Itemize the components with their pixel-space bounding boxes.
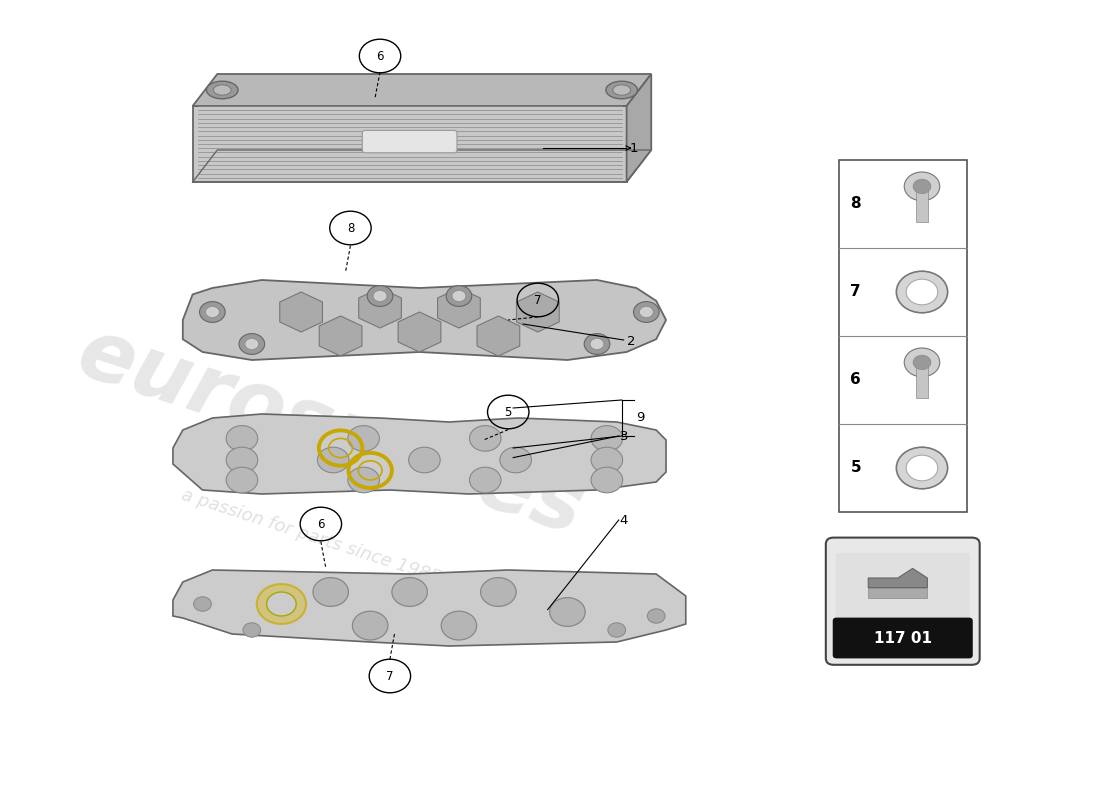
Circle shape — [906, 455, 938, 481]
Polygon shape — [279, 292, 322, 332]
Circle shape — [245, 338, 258, 350]
Text: 7: 7 — [850, 285, 861, 299]
Text: 2: 2 — [627, 335, 635, 348]
Circle shape — [314, 578, 349, 606]
Text: 9: 9 — [637, 411, 645, 424]
Circle shape — [227, 426, 257, 451]
Text: 6: 6 — [317, 518, 324, 530]
Ellipse shape — [606, 82, 637, 98]
Ellipse shape — [213, 85, 231, 95]
Polygon shape — [173, 414, 666, 494]
Circle shape — [913, 355, 931, 370]
Circle shape — [591, 426, 623, 451]
Circle shape — [352, 611, 388, 640]
Ellipse shape — [613, 85, 630, 95]
Circle shape — [896, 447, 947, 489]
Circle shape — [408, 447, 440, 473]
Polygon shape — [319, 316, 362, 356]
Polygon shape — [183, 280, 666, 360]
Circle shape — [227, 467, 257, 493]
Polygon shape — [477, 316, 519, 356]
Circle shape — [452, 290, 465, 302]
FancyBboxPatch shape — [362, 130, 456, 153]
Circle shape — [906, 279, 938, 305]
Circle shape — [481, 578, 516, 606]
FancyBboxPatch shape — [833, 618, 972, 658]
Circle shape — [447, 286, 472, 306]
Polygon shape — [517, 292, 559, 332]
Text: 117 01: 117 01 — [873, 631, 932, 646]
Text: 3: 3 — [619, 430, 628, 442]
Text: 6: 6 — [850, 373, 861, 387]
Text: 5: 5 — [505, 406, 512, 418]
Circle shape — [256, 584, 306, 624]
Circle shape — [470, 426, 500, 451]
Polygon shape — [868, 568, 927, 587]
Circle shape — [634, 302, 659, 322]
Text: 7: 7 — [386, 670, 394, 682]
Circle shape — [591, 467, 623, 493]
Circle shape — [608, 623, 626, 637]
Circle shape — [348, 426, 380, 451]
Circle shape — [590, 338, 604, 350]
Circle shape — [392, 578, 428, 606]
Polygon shape — [438, 288, 481, 328]
Circle shape — [647, 609, 666, 623]
Polygon shape — [192, 74, 651, 106]
Circle shape — [199, 302, 226, 322]
Circle shape — [348, 467, 380, 493]
Polygon shape — [192, 106, 627, 182]
Circle shape — [373, 290, 387, 302]
Text: 5: 5 — [850, 461, 861, 475]
Circle shape — [227, 447, 257, 473]
Circle shape — [499, 447, 531, 473]
Polygon shape — [173, 570, 685, 646]
Circle shape — [266, 592, 296, 616]
FancyBboxPatch shape — [826, 538, 980, 665]
Circle shape — [243, 623, 261, 637]
Polygon shape — [398, 312, 441, 352]
Text: 8: 8 — [850, 197, 861, 211]
Polygon shape — [868, 587, 927, 598]
Text: 8: 8 — [346, 222, 354, 234]
Text: 7: 7 — [535, 294, 541, 306]
Circle shape — [194, 597, 211, 611]
Circle shape — [904, 348, 939, 377]
Circle shape — [550, 598, 585, 626]
Text: a passion for parts since 1985: a passion for parts since 1985 — [179, 486, 443, 586]
Text: eurospares: eurospares — [67, 312, 594, 552]
Circle shape — [584, 334, 609, 354]
Circle shape — [591, 447, 623, 473]
Circle shape — [904, 172, 939, 201]
Bar — [916, 364, 928, 398]
Circle shape — [206, 306, 219, 318]
Text: 6: 6 — [376, 50, 384, 62]
Ellipse shape — [207, 82, 238, 98]
Circle shape — [318, 447, 349, 473]
Circle shape — [239, 334, 265, 354]
Circle shape — [470, 467, 500, 493]
FancyBboxPatch shape — [836, 553, 970, 626]
Circle shape — [441, 611, 476, 640]
Bar — [838, 160, 967, 512]
Text: 1: 1 — [629, 142, 638, 154]
Bar — [916, 188, 928, 222]
Circle shape — [639, 306, 653, 318]
Circle shape — [367, 286, 393, 306]
Polygon shape — [627, 74, 651, 182]
Text: 4: 4 — [619, 514, 628, 526]
Circle shape — [896, 271, 947, 313]
Polygon shape — [359, 288, 402, 328]
Circle shape — [913, 179, 931, 194]
